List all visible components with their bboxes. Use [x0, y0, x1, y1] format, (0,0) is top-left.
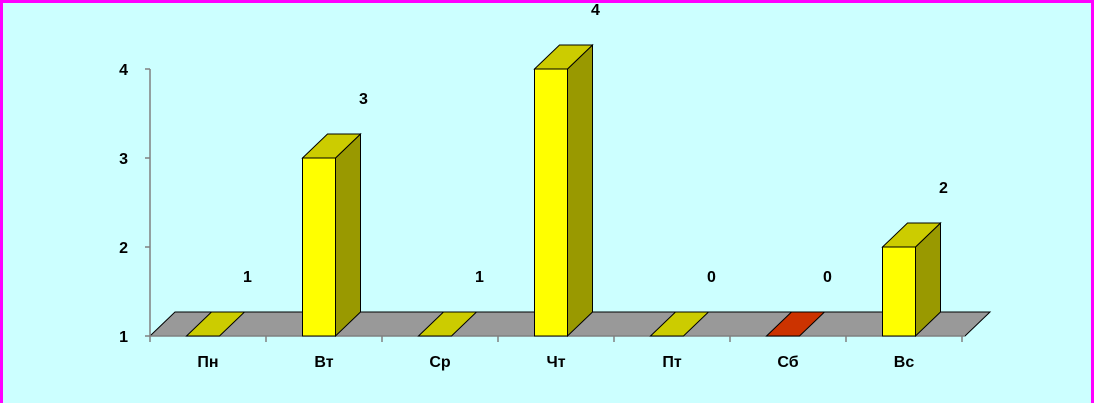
- bar-front: [302, 157, 336, 337]
- x-tick-label: Пн: [197, 354, 218, 371]
- bar-tile: [417, 311, 478, 337]
- bar-Пн: [185, 311, 246, 337]
- bar-Чт: [533, 43, 594, 338]
- data-label: 0: [707, 269, 716, 286]
- bar-front: [882, 246, 916, 337]
- x-tick-label: Ср: [429, 354, 451, 371]
- y-tick-label: 4: [119, 62, 128, 79]
- bar-chart-3d: 1 2 3 4 Пн Вт Ср Чт Пт Сб Вс 1 3 1 4 0 0 2: [119, 3, 992, 371]
- bar-side: [335, 132, 361, 338]
- x-tick-label: Чт: [546, 354, 565, 371]
- y-tick-label: 2: [119, 240, 128, 257]
- y-tick-label: 3: [119, 151, 128, 168]
- bar-tile: [649, 311, 710, 337]
- x-tick-label: Пт: [662, 354, 682, 371]
- x-tick-label: Вс: [894, 354, 915, 371]
- bar-side: [567, 43, 593, 338]
- data-label: 1: [475, 269, 484, 286]
- chart-bars-layer: [185, 43, 942, 338]
- bar-Вс: [881, 221, 942, 338]
- bar-Сб: [765, 311, 826, 337]
- bar-tile: [185, 311, 246, 337]
- data-label: 0: [823, 269, 832, 286]
- y-tick-label: 1: [119, 329, 128, 346]
- bar-tile: [765, 311, 826, 337]
- x-tick-label: Сб: [777, 354, 798, 371]
- bar-front: [534, 68, 568, 337]
- bar-Вт: [301, 132, 362, 338]
- data-label: 2: [939, 180, 948, 197]
- data-label: 3: [359, 91, 368, 108]
- bar-Ср: [417, 311, 478, 337]
- bar-Пт: [649, 311, 710, 337]
- chart-labels-layer: Пн Вт Ср Чт Пт Сб Вс 1 3 1 4 0 0 2: [197, 3, 948, 371]
- data-label: 1: [243, 269, 252, 286]
- data-label: 4: [591, 3, 600, 19]
- x-tick-label: Вт: [314, 354, 333, 371]
